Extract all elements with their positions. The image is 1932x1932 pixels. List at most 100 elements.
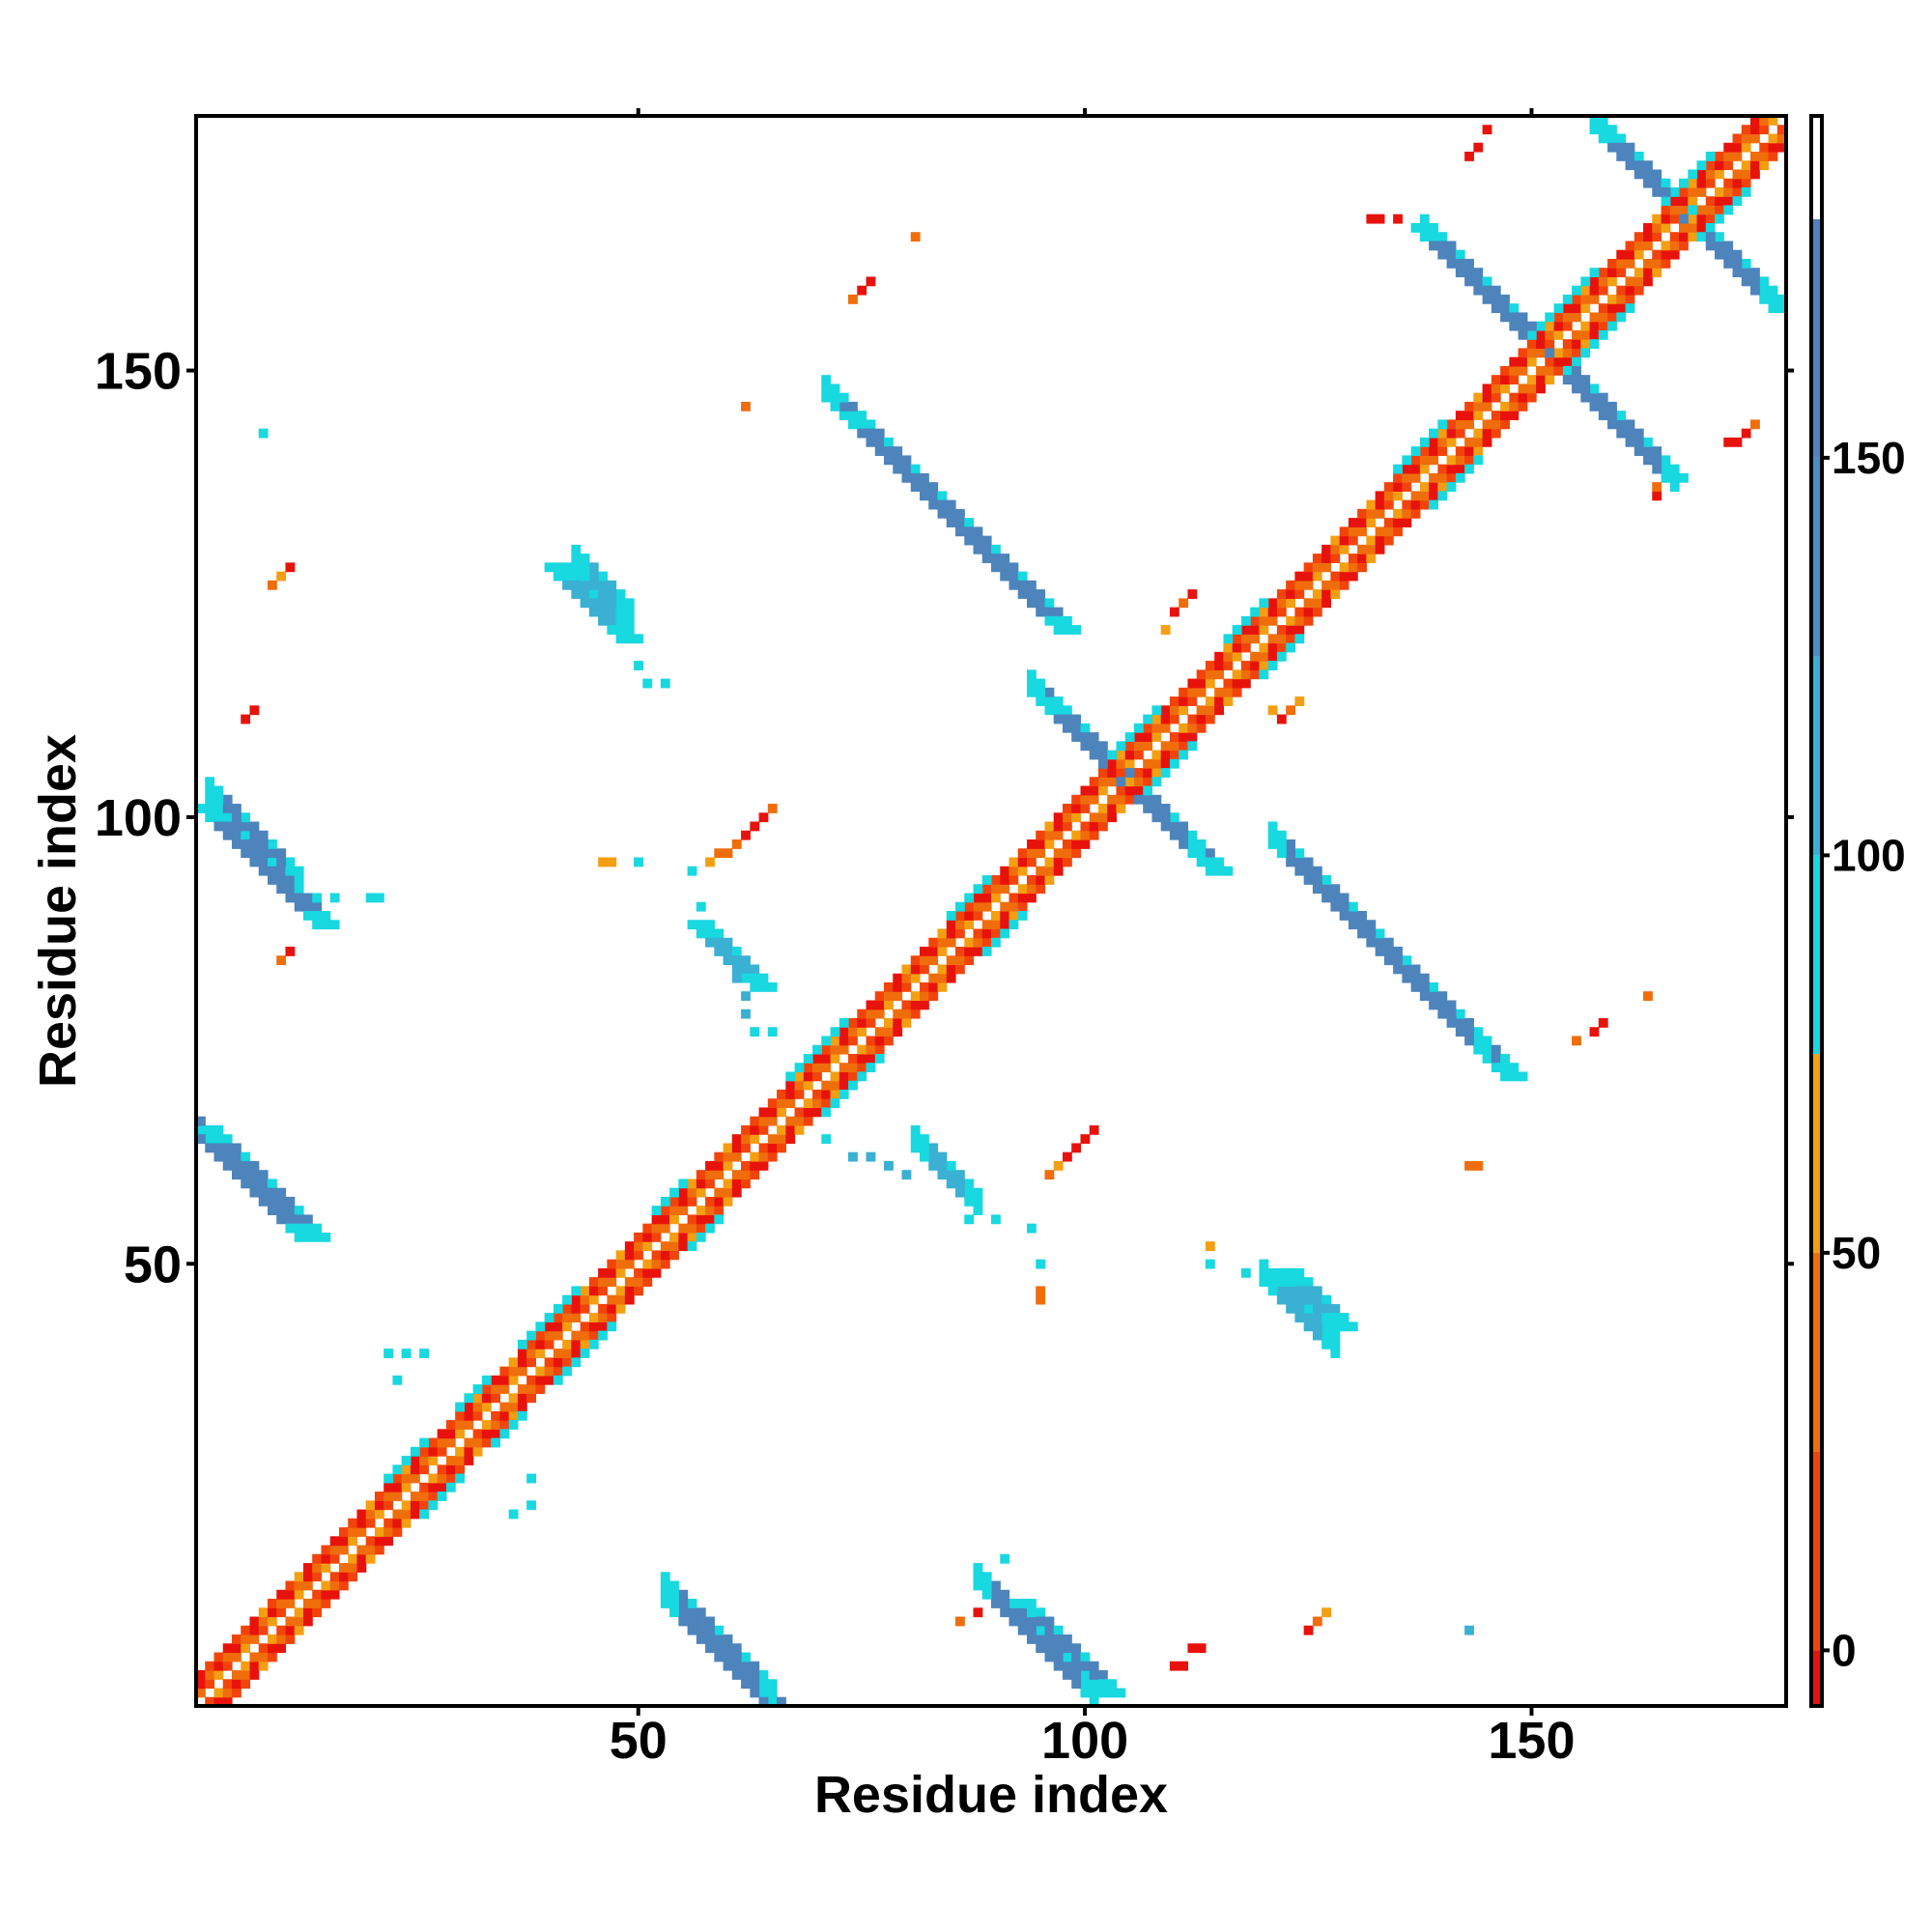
contact-cell <box>741 1670 751 1680</box>
contact-cell <box>1143 768 1153 778</box>
contact-cell <box>1661 213 1671 224</box>
contact-cell <box>1491 285 1501 296</box>
contact-cell <box>1116 750 1126 760</box>
contact-cell <box>312 920 323 930</box>
contact-cell <box>741 1652 751 1662</box>
contact-cell <box>741 1160 751 1171</box>
contact-cell <box>276 1625 287 1635</box>
contact-cell <box>1732 437 1743 447</box>
contact-cell <box>1187 741 1198 752</box>
contact-cell <box>1553 365 1564 376</box>
contact-cell <box>973 1580 983 1591</box>
contact-cell <box>1482 401 1492 412</box>
contact-cell <box>517 1357 527 1368</box>
contact-cell <box>1669 186 1680 197</box>
contact-cell <box>1625 437 1635 447</box>
contact-cell <box>294 1580 304 1591</box>
contact-cell <box>1169 830 1179 840</box>
contact-cell <box>312 901 323 912</box>
contact-cell <box>838 1027 849 1037</box>
contact-cell <box>1179 696 1189 706</box>
contact-cell <box>392 1375 403 1385</box>
contact-cell <box>598 1303 608 1314</box>
contact-cell <box>588 1277 599 1287</box>
contact-cell <box>1009 893 1019 903</box>
contact-cell <box>937 491 948 501</box>
contact-cell <box>464 1410 474 1421</box>
contact-cell <box>1205 866 1215 876</box>
contact-cell <box>1562 312 1573 323</box>
contact-cell <box>384 1482 394 1492</box>
contact-cell <box>267 1599 277 1608</box>
contact-cell <box>401 1456 412 1465</box>
contact-cell <box>696 928 706 939</box>
contact-cell <box>1312 1294 1322 1305</box>
contact-cell <box>1062 625 1072 635</box>
contact-cell <box>1044 830 1055 840</box>
contact-cell <box>1214 687 1225 697</box>
contact-cell <box>678 1589 689 1600</box>
contact-cell <box>222 1688 233 1698</box>
contact-cell <box>1616 312 1627 323</box>
contact-cell <box>991 928 1001 939</box>
contact-cell <box>1696 186 1707 197</box>
contact-cell <box>562 1303 572 1314</box>
contact-cell <box>1366 535 1377 546</box>
contact-cell <box>758 1151 769 1162</box>
contact-cell <box>678 1232 689 1242</box>
contact-cell <box>1160 768 1171 778</box>
contact-cell <box>1276 1267 1287 1278</box>
contact-cell <box>1357 911 1367 921</box>
contact-cell <box>1419 213 1430 224</box>
contact-cell <box>874 991 885 1002</box>
contact-cell <box>1089 1688 1099 1698</box>
contact-cell <box>928 973 939 983</box>
contact-cell <box>508 1393 519 1404</box>
contact-cell <box>1339 562 1350 573</box>
contact-cell <box>1026 1616 1037 1627</box>
contact-cell <box>607 857 617 867</box>
contact-cell <box>437 1482 447 1492</box>
contact-cell <box>821 1098 832 1109</box>
contact-cell <box>634 1277 643 1287</box>
contact-cell <box>884 1017 894 1028</box>
contact-cell <box>481 1402 492 1412</box>
contact-cell <box>419 1456 430 1465</box>
contact-cell <box>1589 312 1600 323</box>
contact-cell <box>651 1223 662 1234</box>
contact-cell <box>705 1223 715 1234</box>
contact-cell <box>660 1214 670 1225</box>
contact-cell <box>526 1349 536 1358</box>
contact-cell <box>1741 142 1751 153</box>
contact-cell <box>1464 446 1474 456</box>
contact-cell <box>1643 446 1653 456</box>
contact-cell <box>338 1527 349 1537</box>
contact-cell <box>1616 303 1627 314</box>
contact-cell <box>374 1492 384 1501</box>
contact-cell <box>312 1589 323 1600</box>
contact-cell <box>1518 1071 1528 1082</box>
contact-cell <box>1696 178 1707 188</box>
contact-cell <box>607 598 617 609</box>
contact-cell <box>1214 857 1225 867</box>
contact-cell <box>1036 696 1046 706</box>
contact-cell <box>946 499 956 510</box>
contact-cell <box>1366 937 1377 948</box>
contact-cell <box>1473 446 1484 456</box>
contact-cell <box>1036 866 1046 876</box>
contact-cell <box>535 1321 546 1332</box>
contact-cell <box>213 785 224 796</box>
contact-cell <box>196 1116 206 1126</box>
contact-cell <box>955 920 965 930</box>
contact-cell <box>437 1473 447 1484</box>
contact-cell <box>1732 258 1743 269</box>
contact-cell <box>1053 696 1064 706</box>
contact-cell <box>893 981 903 992</box>
contact-cell <box>964 937 975 948</box>
contact-cell <box>1715 213 1724 224</box>
contact-cell <box>1580 392 1591 403</box>
contact-cell <box>517 1349 527 1358</box>
contact-cell <box>723 1196 733 1207</box>
contact-cell <box>1741 268 1751 278</box>
contact-cell <box>1402 455 1412 466</box>
